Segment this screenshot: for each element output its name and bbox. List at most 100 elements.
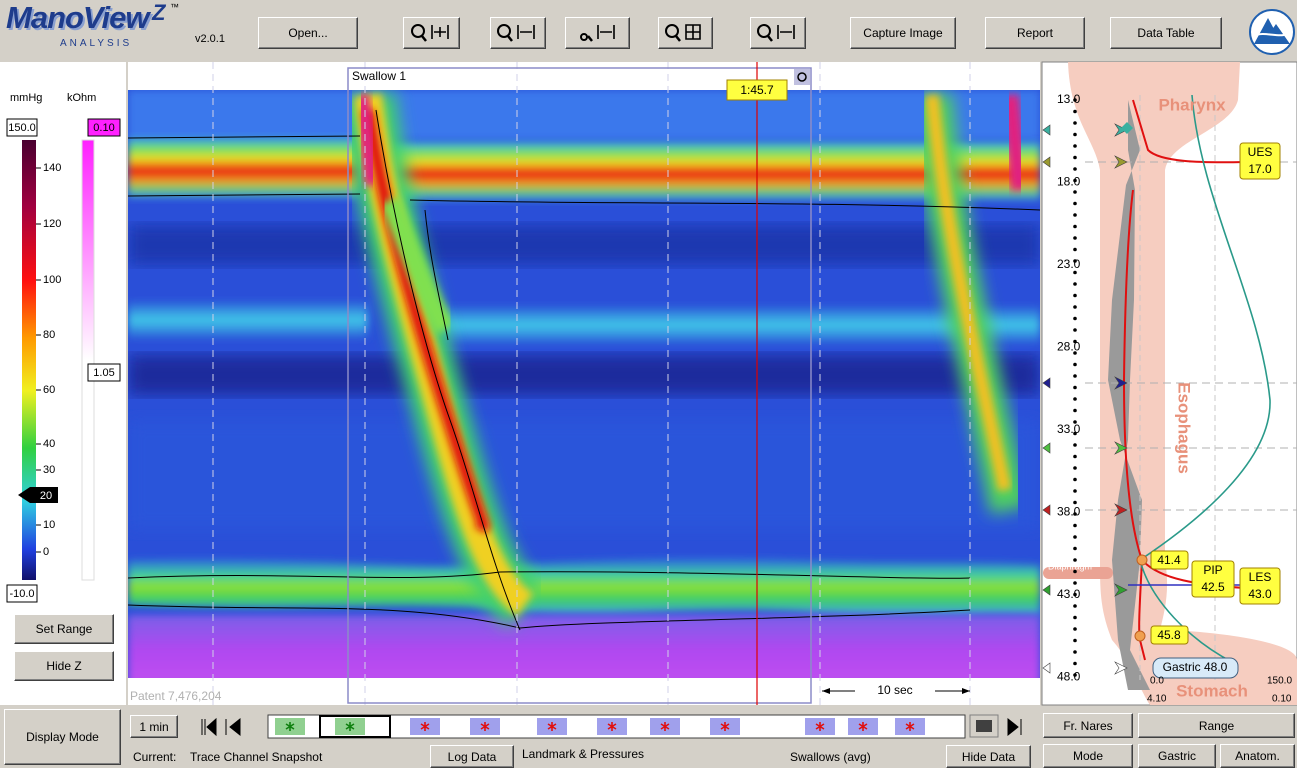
logo-superscript: Z: [152, 0, 165, 26]
nav-last[interactable]: [1008, 719, 1021, 735]
set-range-button[interactable]: Set Range: [14, 614, 114, 644]
heatmap-band: [128, 355, 1040, 395]
nav-first[interactable]: [202, 719, 216, 735]
version: v2.0.1: [195, 33, 225, 45]
zoom-glyph: [432, 25, 448, 39]
scale-label: 30: [43, 464, 55, 476]
sensor-dot: [1073, 121, 1077, 125]
magnifier-handle: [588, 36, 592, 41]
heatmap-band: [128, 225, 1040, 265]
diaphragm-label: Diaphragm: [1048, 561, 1092, 571]
sensor-dot: [1073, 282, 1077, 286]
axis-label: 4.10: [1147, 694, 1167, 705]
magnifier: [581, 34, 587, 40]
sensor-dot: [1073, 650, 1077, 654]
scale-label: 100: [43, 274, 61, 286]
sensor-dot: [1073, 110, 1077, 114]
sensor-dot: [1073, 236, 1077, 240]
marker-value: 42.5: [1201, 580, 1225, 594]
data-table-button[interactable]: Data Table: [1110, 17, 1222, 49]
sensor-dot: [1073, 639, 1077, 643]
heatmap-band: [128, 420, 1040, 530]
landmark-label: Landmark & Pressures: [522, 747, 644, 761]
company-logo: [1250, 10, 1294, 54]
marker-value: 45.8: [1157, 628, 1181, 642]
zoom-button[interactable]: [658, 17, 713, 49]
time-window-button[interactable]: 1 min: [130, 715, 178, 738]
canvas: mmHg kOhm 150.0 0.10 1.05 -10.0 20 14012…: [0, 0, 1297, 768]
sensor-dot: [1073, 489, 1077, 493]
open-button[interactable]: Open...: [258, 17, 358, 49]
sensor-dot: [1073, 374, 1077, 378]
magnifier: [758, 25, 770, 37]
sensor-dot: [1073, 167, 1077, 171]
landmark-dot: [1137, 555, 1147, 565]
capture-image-button[interactable]: Capture Image: [850, 17, 956, 49]
sensor-dot: [1073, 466, 1077, 470]
sensor-dot: [1073, 248, 1077, 252]
magnifier-handle: [768, 36, 772, 41]
report-button[interactable]: Report: [985, 17, 1085, 49]
sensor-dot: [1073, 156, 1077, 160]
logo-name: ManoView: [6, 0, 148, 36]
hide-z-button[interactable]: Hide Z: [14, 651, 114, 681]
hide-data-button[interactable]: Hide Data: [946, 745, 1031, 768]
sensor-dot: [1073, 225, 1077, 229]
zoom-button[interactable]: [490, 17, 546, 49]
magnifier: [666, 25, 678, 37]
marker-value: Gastric 48.0: [1163, 660, 1228, 674]
zoom-button[interactable]: [403, 17, 460, 49]
sensor-dot: [1073, 202, 1077, 206]
sensor-dot: [1073, 535, 1077, 539]
depth-label: 23.0: [1057, 257, 1081, 271]
mode-button[interactable]: Mode: [1043, 744, 1133, 768]
scale-label: 40: [43, 438, 55, 450]
depth-label: 48.0: [1057, 670, 1081, 684]
zoom-button[interactable]: [565, 17, 630, 49]
sensor-dot: [1073, 386, 1077, 390]
fr-nares-button[interactable]: Fr. Nares: [1043, 713, 1133, 738]
sensor-dot: [1073, 317, 1077, 321]
pharyngeal-spike: [1010, 95, 1020, 190]
gastric-button[interactable]: Gastric: [1138, 744, 1216, 768]
sensor-dot: [1073, 144, 1077, 148]
mid-band: [128, 300, 368, 340]
zoom-icon: [496, 22, 540, 44]
log-data-button[interactable]: Log Data: [430, 745, 514, 768]
les-band: [128, 558, 1040, 616]
axis-label: 150.0: [1267, 676, 1292, 687]
pressure-unit: mmHg: [10, 92, 42, 104]
magnifier-handle: [508, 36, 512, 41]
range-button[interactable]: Range: [1138, 713, 1295, 738]
display-mode-button[interactable]: Display Mode: [4, 709, 121, 765]
sensor-dot: [1073, 455, 1077, 459]
zoom-icon: [756, 22, 800, 44]
sensor-dot: [1073, 662, 1077, 666]
marker-value: 17.0: [1248, 162, 1272, 176]
marker-value: 43.0: [1248, 587, 1272, 601]
sensor-dot: [1073, 604, 1077, 608]
cursor-time: 1:45.7: [740, 83, 774, 97]
magnifier: [498, 25, 510, 37]
magnifier-handle: [422, 36, 426, 41]
patent-notice: Patent 7,476,204: [130, 689, 222, 703]
current-value: Trace Channel Snapshot: [190, 750, 323, 764]
zoom-button[interactable]: [750, 17, 806, 49]
swallow-close-button[interactable]: [794, 69, 810, 85]
logo-subtitle: ANALYSIS: [60, 38, 132, 49]
sensor-dot: [1073, 524, 1077, 528]
axis-label: 0.0: [1150, 676, 1164, 687]
sensor-dot: [1073, 409, 1077, 413]
anatomy-button[interactable]: Anatom.: [1220, 744, 1295, 768]
zoom-icon: [576, 22, 620, 44]
nav-snapshot-icon: [976, 720, 992, 732]
magnifier-handle: [676, 36, 680, 41]
depth-label: 43.0: [1057, 587, 1081, 601]
scale-label: 10: [43, 519, 55, 531]
sensor-dot: [1073, 397, 1077, 401]
axis-label: 0.10: [1272, 694, 1292, 705]
nav-prev[interactable]: [226, 719, 240, 735]
landmark-dot: [1135, 631, 1145, 641]
sensor-dot: [1073, 558, 1077, 562]
sensor-dot: [1073, 478, 1077, 482]
